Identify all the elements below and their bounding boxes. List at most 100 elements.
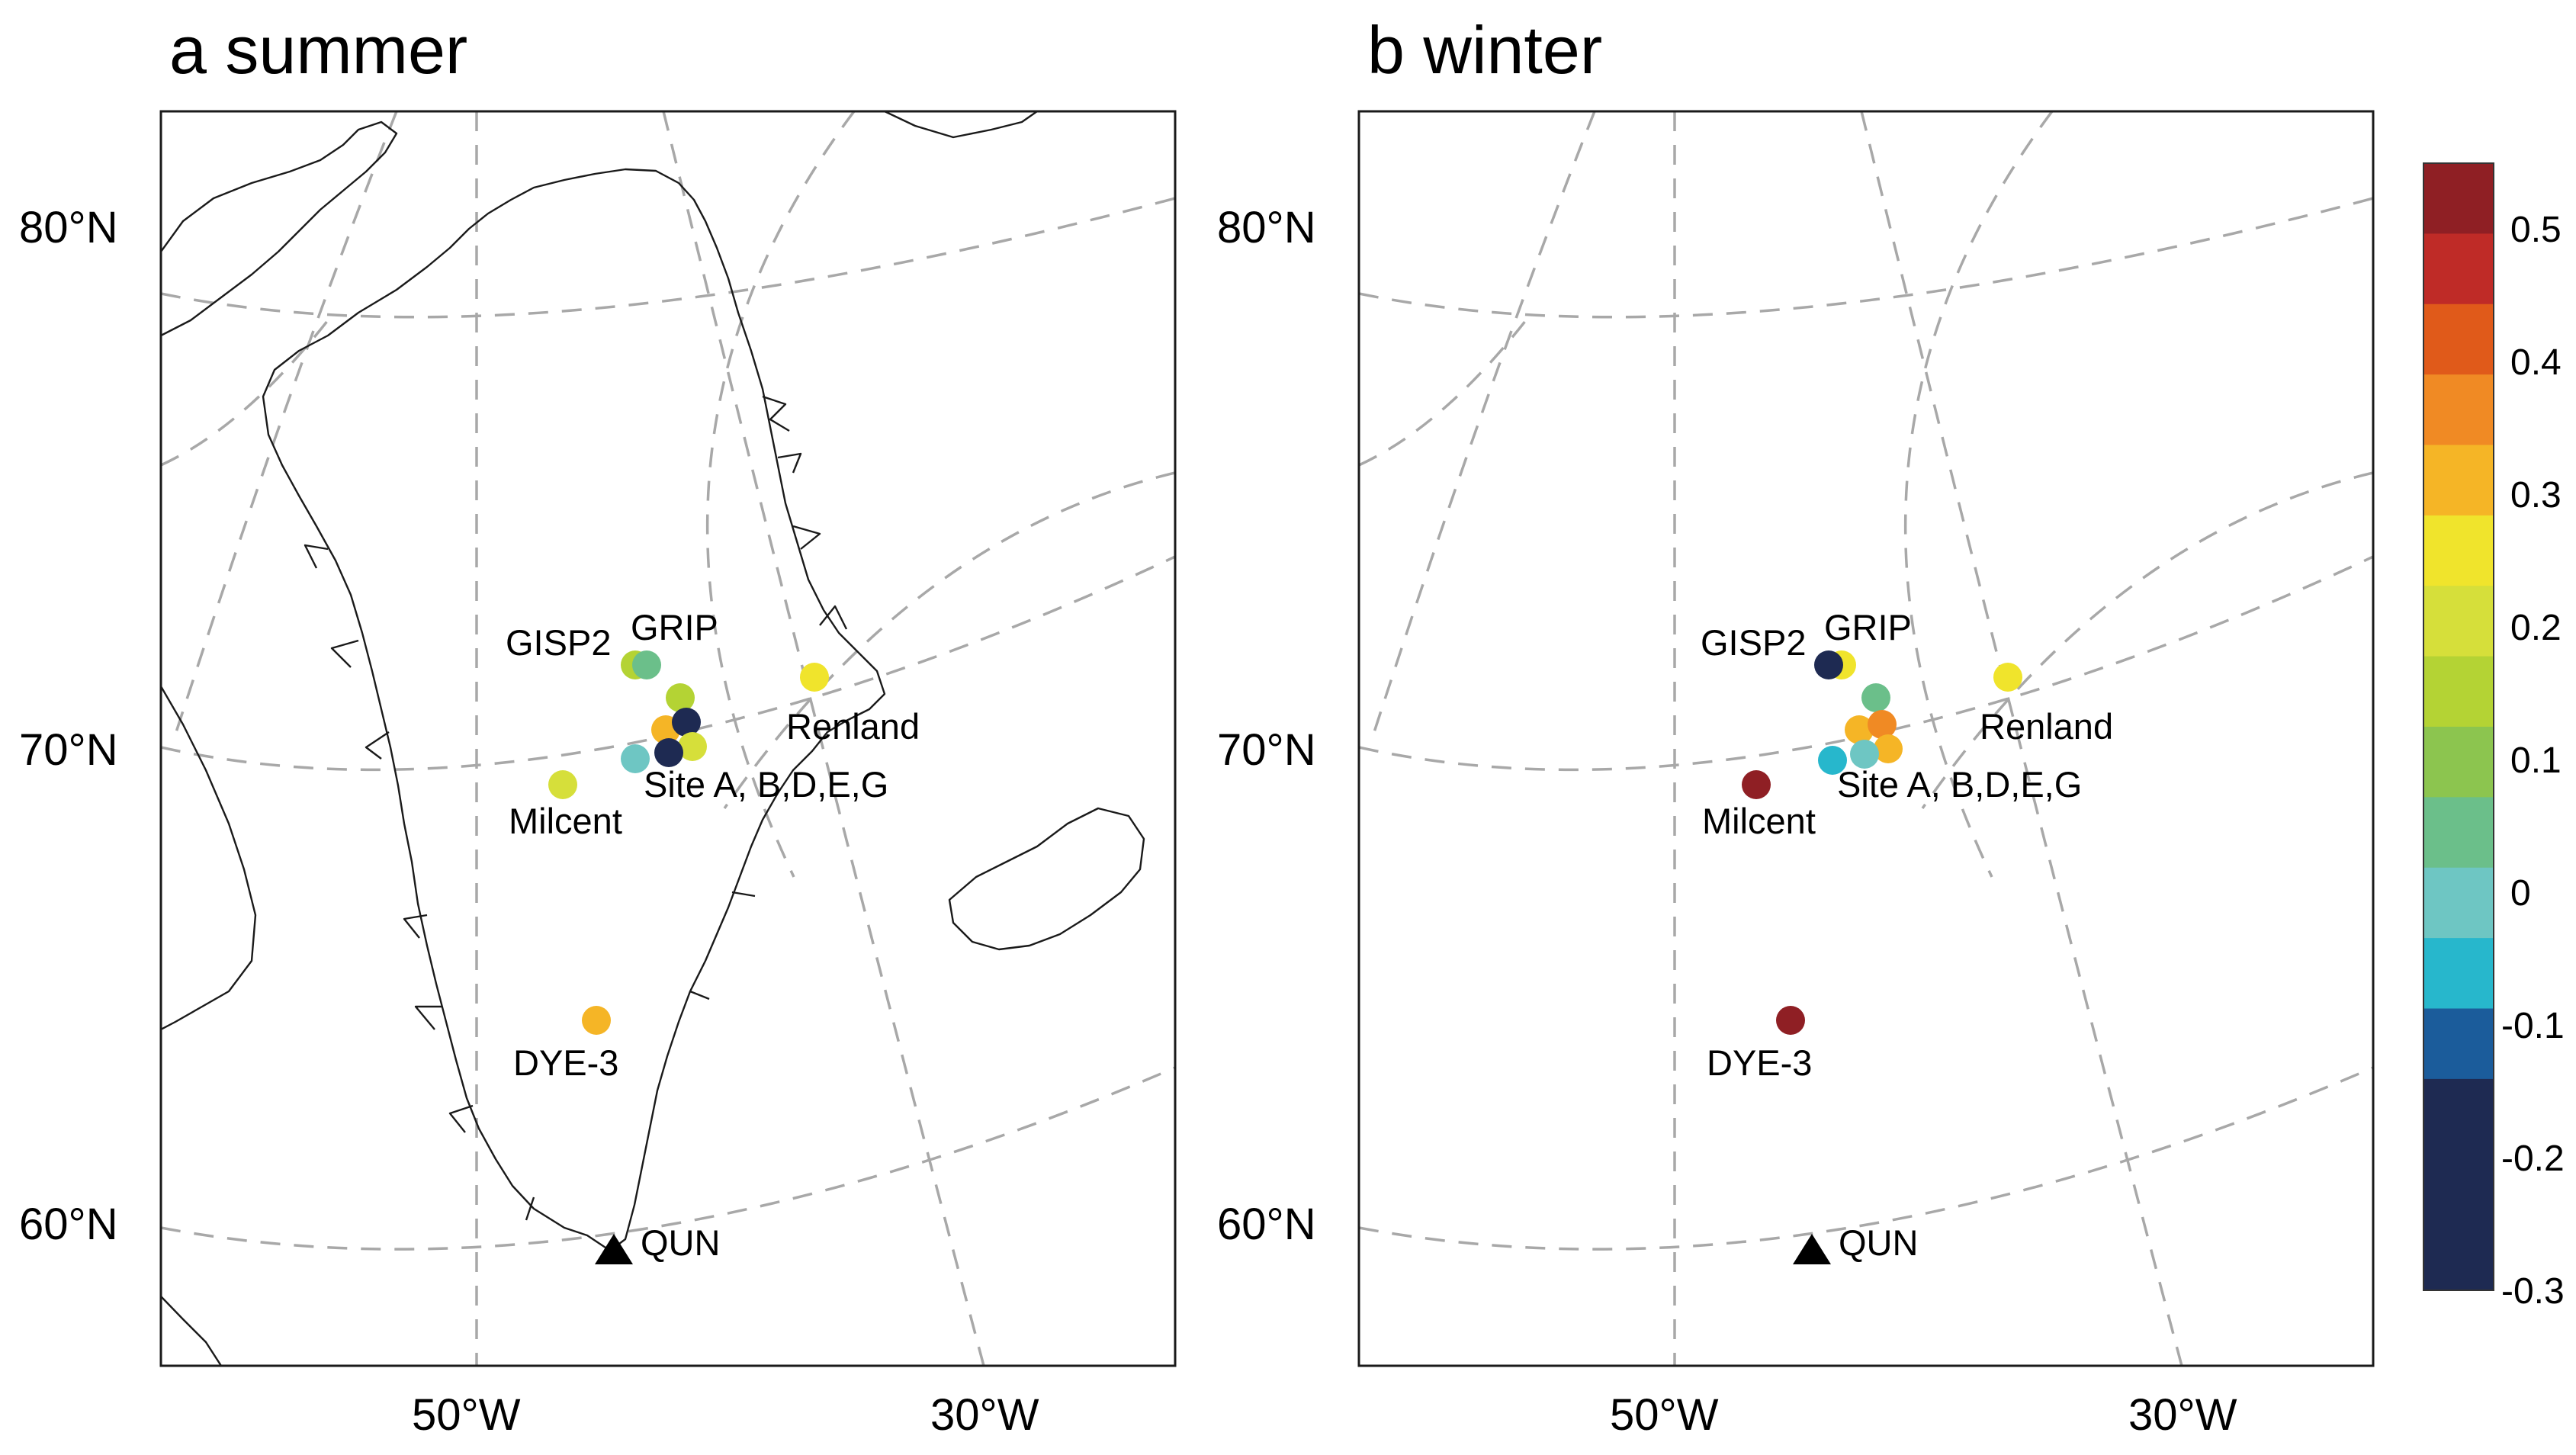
- graticule-summer: [161, 111, 1175, 1366]
- colorbar-segment: [2423, 867, 2494, 939]
- site-marker-site-d: [621, 744, 650, 773]
- greenland-coast: [262, 168, 886, 1252]
- site-marker-site-d: [1818, 746, 1847, 775]
- panel-title-winter: b winter: [1367, 12, 1602, 88]
- site-label-renland: Renland: [786, 706, 920, 747]
- colorbar-segment: [2423, 727, 2494, 798]
- colorbar-segment: [2423, 515, 2494, 586]
- map-frame-summer: [159, 110, 1177, 1367]
- meridian-60w: [1373, 111, 1596, 733]
- site-marker-site-a: [1861, 683, 1890, 712]
- site-label-dye3: DYE-3: [513, 1042, 618, 1083]
- meridian-70w: [1359, 319, 1527, 467]
- panel-winter: b winter 80°N 70°N 60°N 50°W 30°W: [1217, 12, 2375, 1440]
- colorbar-segments: [2423, 163, 2494, 1291]
- colorbar-tick-0.5: 0.5: [2510, 210, 2562, 250]
- site-label-grip: GRIP: [631, 607, 718, 647]
- colorbar-segment: [2423, 374, 2494, 446]
- site-marker-gisp2: [1814, 650, 1843, 679]
- colorbar-segment: [2423, 1149, 2494, 1221]
- svalbard-coast: [884, 111, 1038, 139]
- site-marker-site-g2: [678, 732, 707, 761]
- colorbar-frame: [2423, 162, 2494, 1291]
- colorbar-segment: [2423, 656, 2494, 728]
- parallel-80n: [1359, 197, 2373, 319]
- station-marker-qun: [595, 1234, 633, 1264]
- site-marker-site-g: [1868, 710, 1897, 739]
- colorbar-tick-0.4: 0.4: [2510, 342, 2562, 383]
- panel-summer: a summer 80°N 70°N 60°N: [19, 12, 1177, 1440]
- parallel-60n: [1359, 1066, 2373, 1251]
- colorbar-segment: [2423, 586, 2494, 657]
- labrador-coast: [161, 1296, 223, 1366]
- site-label-renland: Renland: [1980, 706, 2113, 747]
- parallel-80n: [161, 197, 1175, 319]
- ellesmere-coast: [161, 120, 398, 337]
- stations-summer: [548, 650, 829, 1264]
- colorbar-tick-0: 0: [2510, 873, 2531, 914]
- lon-label-30w: 30°W: [930, 1390, 1039, 1440]
- lat-label-60n: 60°N: [19, 1200, 118, 1249]
- stations-winter: [1742, 650, 2022, 1264]
- site-marker-dye3: [582, 1006, 611, 1035]
- colorbar-tick-0.3: 0.3: [2510, 475, 2562, 516]
- greenland-inlets: [304, 395, 848, 1221]
- site-label-gisp2: GISP2: [1701, 622, 1806, 663]
- meridian-20w: [705, 111, 856, 878]
- site-marker-site-e: [1874, 734, 1903, 763]
- colorbar-segment: [2423, 1078, 2494, 1150]
- baffin-coast: [1359, 686, 1453, 1029]
- site-marker-milcent: [1742, 770, 1771, 799]
- site-label-qun: QUN: [1839, 1222, 1918, 1263]
- svalbard-coast: [2083, 111, 2235, 137]
- lat-label-70n: 70°N: [1217, 725, 1316, 775]
- lon-label-50w: 50°W: [1610, 1390, 1719, 1440]
- site-marker-renland: [1993, 663, 2022, 692]
- meridian-10w: [1921, 471, 2373, 809]
- lat-label-70n: 70°N: [19, 725, 118, 775]
- colorbar-tick-neg-0.2: -0.2: [2501, 1139, 2565, 1179]
- site-marker-site-b: [672, 708, 701, 737]
- colorbar-tick-neg-0.1: -0.1: [2501, 1006, 2565, 1046]
- meridian-20w: [1903, 111, 2054, 878]
- colorbar-segment: [2423, 797, 2494, 869]
- site-marker-renland: [800, 663, 829, 692]
- site-marker-site-e: [666, 683, 695, 712]
- colorbar-segment: [2423, 1008, 2494, 1080]
- site-label-grip: GRIP: [1824, 607, 1912, 647]
- site-marker-site-g2: [1850, 740, 1879, 769]
- site-marker-site-a: [654, 738, 683, 767]
- colorbar-segment: [2423, 938, 2494, 1010]
- baffin-coast: [161, 686, 257, 1031]
- colorbar-segment: [2423, 1219, 2494, 1291]
- lat-label-80n: 80°N: [1217, 203, 1316, 252]
- site-label-dye3: DYE-3: [1707, 1042, 1812, 1083]
- colorbar: 0.5 0.4 0.3 0.2 0.1 0 -0.1 -0.2 -0.3: [2423, 162, 2565, 1312]
- graticule-winter: [1359, 111, 2373, 1366]
- lon-label-30w: 30°W: [2128, 1390, 2237, 1440]
- site-marker-dye3: [1776, 1006, 1805, 1035]
- site-label-gisp2: GISP2: [506, 622, 611, 663]
- site-label-milcent: Milcent: [509, 801, 622, 841]
- ellesmere-coast: [1359, 122, 1595, 336]
- lon-label-50w: 50°W: [412, 1390, 521, 1440]
- site-label-site-group: Site A, B,D,E,G: [644, 764, 888, 805]
- colorbar-segment: [2423, 304, 2494, 375]
- meridian-10w: [723, 471, 1175, 809]
- site-label-site-group: Site A, B,D,E,G: [1837, 764, 2082, 805]
- station-marker-qun: [1793, 1234, 1831, 1264]
- site-marker-grip: [632, 650, 661, 679]
- panel-title-summer: a summer: [169, 12, 467, 88]
- labrador-coast: [1359, 1296, 1419, 1366]
- colorbar-tick-0.1: 0.1: [2510, 740, 2562, 781]
- meridian-70w: [161, 319, 329, 467]
- colorbar-segment: [2423, 445, 2494, 516]
- colorbar-tick-0.2: 0.2: [2510, 608, 2562, 648]
- colorbar-segment: [2423, 163, 2494, 234]
- meridian-60w: [175, 111, 398, 733]
- iceland-coast: [948, 807, 1145, 951]
- colorbar-segment: [2423, 233, 2494, 305]
- lat-label-80n: 80°N: [19, 203, 118, 252]
- colorbar-tick-neg-0.3: -0.3: [2501, 1271, 2565, 1312]
